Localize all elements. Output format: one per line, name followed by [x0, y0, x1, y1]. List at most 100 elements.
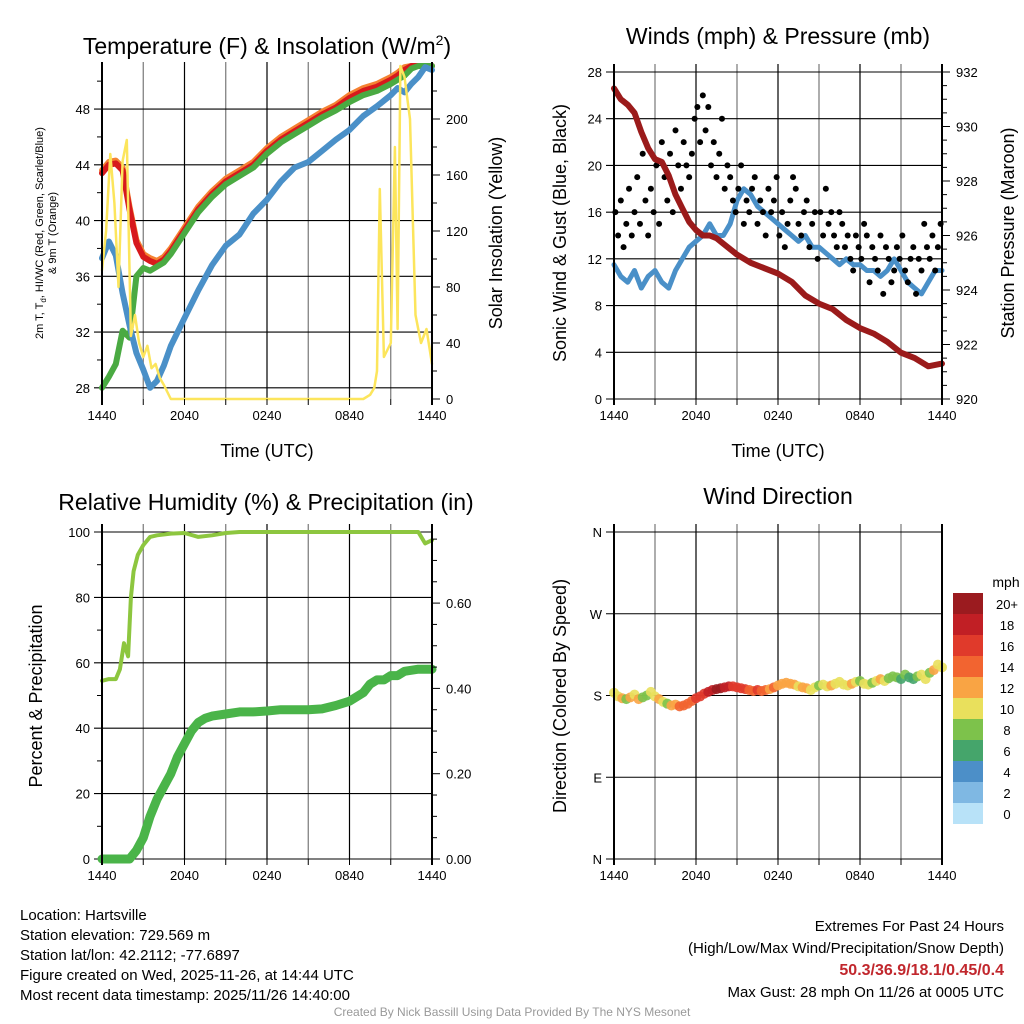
x-tick-label: 0840	[335, 868, 364, 883]
y2-tick-label: 930	[956, 120, 978, 135]
gust-point	[735, 185, 742, 192]
gust-point	[932, 267, 939, 274]
gust-point	[926, 255, 933, 262]
winds-title: Winds (mph) & Pressure (mb)	[626, 23, 930, 49]
gust-point	[672, 127, 679, 134]
x-tick-label: 0240	[253, 408, 282, 423]
y-tick-label: 12	[588, 252, 602, 267]
series-line-sonic-wind	[611, 186, 945, 297]
y2-tick-label: 928	[956, 174, 978, 189]
y2-tick-label: 120	[446, 224, 468, 239]
gust-point	[686, 174, 693, 181]
gust-point	[713, 174, 720, 181]
gust-point	[877, 232, 884, 239]
gust-point	[762, 232, 769, 239]
gust-point	[669, 209, 676, 216]
gust-point	[628, 232, 635, 239]
y-tick-label: W	[590, 607, 603, 622]
colorbar-label: 4	[1003, 765, 1010, 780]
humidity-title: Relative Humidity (%) & Precipitation (i…	[58, 489, 473, 515]
gust-point	[880, 290, 887, 297]
gust-point	[869, 244, 876, 251]
gust-point	[721, 185, 728, 192]
gust-point	[765, 185, 772, 192]
x-tick-label: 2040	[170, 868, 199, 883]
gust-point	[923, 244, 930, 251]
gust-point	[855, 244, 862, 251]
gust-point	[872, 255, 879, 262]
figure-created: Figure created on Wed, 2025-11-26, at 14…	[20, 967, 354, 984]
gust-point	[680, 139, 687, 146]
colorbar-swatch	[953, 593, 983, 614]
gust-point	[915, 255, 922, 262]
gust-point	[702, 127, 709, 134]
winds-x-label: Time (UTC)	[731, 441, 824, 461]
colorbar-swatch	[953, 719, 983, 740]
y2-tick-label: 920	[956, 392, 978, 407]
series-line-precipitation	[97, 664, 437, 864]
station-latlon: Station lat/lon: 42.2112; -77.6897	[20, 947, 240, 964]
colorbar-label: 16	[1000, 639, 1014, 654]
gust-point	[850, 267, 857, 274]
gust-point	[647, 185, 654, 192]
gust-point	[759, 209, 766, 216]
gust-point	[861, 220, 868, 227]
gust-point	[749, 185, 756, 192]
x-tick-label: 0240	[253, 868, 282, 883]
y-tick-label: 60	[76, 656, 90, 671]
gust-point	[636, 220, 643, 227]
gust-point	[694, 104, 701, 111]
speed-colorbar: 20+ 18 16 14 12 10 8 6 4 2 0	[953, 593, 1018, 824]
gust-point	[863, 232, 870, 239]
y-tick-label: 4	[595, 345, 602, 360]
gust-point	[650, 209, 657, 216]
x-tick-label: 1440	[928, 408, 957, 423]
gust-point	[817, 209, 824, 216]
gust-point	[658, 139, 665, 146]
x-tick-label: 0840	[335, 408, 364, 423]
colorbar-swatch	[953, 656, 983, 677]
gust-point	[918, 267, 925, 274]
gust-point	[727, 174, 734, 181]
series-line-relative-humidity	[100, 530, 434, 683]
gust-point	[885, 255, 892, 262]
gust-point	[699, 92, 706, 99]
colorbar-label: 0	[1003, 807, 1010, 822]
y2-tick-label: 40	[446, 336, 460, 351]
gust-point	[729, 197, 736, 204]
y-tick-label: 32	[76, 325, 90, 340]
gust-point	[639, 150, 646, 157]
colorbar-swatch	[953, 698, 983, 719]
y2-tick-label: 924	[956, 283, 978, 298]
extremes-heading: Extremes For Past 24 Hours	[814, 918, 1004, 935]
y-tick-label: 24	[588, 112, 602, 127]
x-tick-label: 1440	[88, 868, 117, 883]
extremes-values: 50.3/36.9/18.1/0.45/0.4	[839, 962, 1004, 979]
gust-point	[626, 185, 633, 192]
gust-point	[814, 255, 821, 262]
colorbar-label: 18	[1000, 618, 1014, 633]
colorbar-swatch	[953, 740, 983, 761]
colorbar-swatch	[953, 803, 983, 824]
y-tick-label: 0	[595, 392, 602, 407]
gust-point	[697, 139, 704, 146]
gust-point	[839, 220, 846, 227]
humidity-panel: Relative Humidity (%) & Precipitation (i…	[26, 489, 474, 883]
gust-point	[705, 104, 712, 111]
gust-point	[631, 209, 638, 216]
y-tick-label: 80	[76, 590, 90, 605]
gust-point	[784, 220, 791, 227]
humidity-y-label: Percent & Precipitation	[26, 604, 46, 787]
colorbar-swatch	[953, 614, 983, 635]
credit-line: Created By Nick Bassill Using Data Provi…	[333, 1005, 691, 1019]
y2-tick-label: 0	[446, 392, 453, 407]
y-tick-label: N	[593, 525, 602, 540]
gust-point	[787, 197, 794, 204]
max-gust: Max Gust: 28 mph On 11/26 at 0005 UTC	[727, 984, 1004, 1001]
gust-point	[902, 267, 909, 274]
gust-point	[833, 244, 840, 251]
y-tick-label: 16	[588, 205, 602, 220]
y2-tick-label: 0.40	[446, 681, 471, 696]
temperature-panel: Temperature (F) & Insolation (W/m2) 1440…	[34, 32, 506, 461]
station-info: Location: Hartsville Station elevation: …	[20, 906, 354, 1006]
